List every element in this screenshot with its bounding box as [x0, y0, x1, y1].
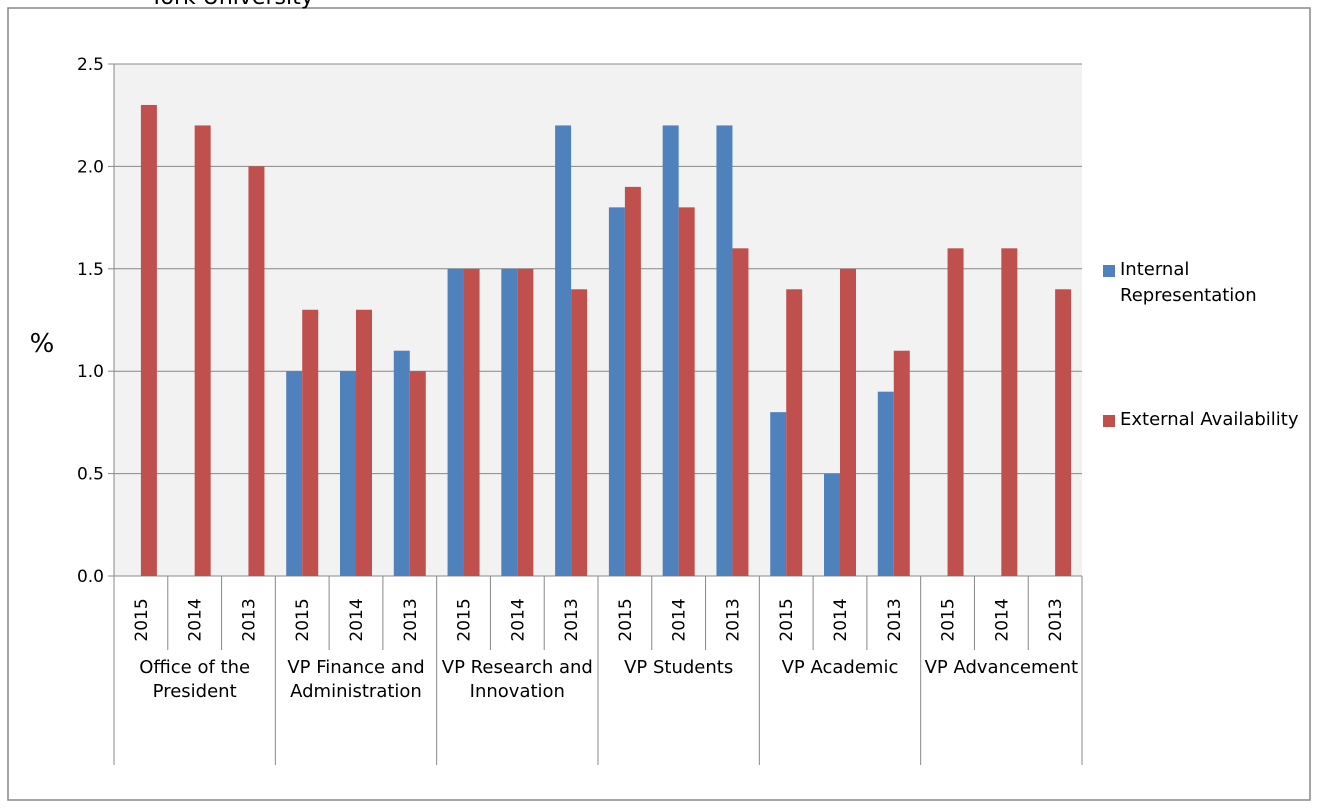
legend-label: Internal Representation — [1120, 259, 1257, 306]
y-tick-label: 1.0 — [77, 362, 104, 382]
bar — [571, 289, 588, 576]
x-tick-label: 2014 — [831, 598, 851, 641]
legend-swatch — [1103, 415, 1115, 427]
x-tick-label: 2015 — [455, 598, 475, 641]
group-label: VP Finance and Administration — [287, 657, 425, 702]
bar — [770, 412, 787, 576]
x-tick-label: 2014 — [186, 598, 206, 641]
group-label: VP Academic — [781, 657, 899, 678]
y-axis-label: % — [30, 329, 55, 359]
x-tick-label: 2015 — [616, 598, 636, 641]
x-tick-label: 2013 — [401, 598, 421, 641]
bar — [286, 371, 303, 576]
x-tick-label: 2013 — [1046, 598, 1066, 641]
bar — [340, 371, 356, 576]
x-tick-label: 2013 — [562, 598, 582, 641]
bar — [463, 268, 480, 576]
bar — [194, 125, 211, 576]
x-tick-label: 2014 — [992, 598, 1012, 641]
plot-area — [114, 64, 1082, 576]
x-tick-label: 2014 — [508, 598, 528, 641]
group-label: Office of the President — [139, 657, 251, 702]
bar — [877, 391, 894, 576]
y-tick-label: 0.5 — [77, 465, 104, 485]
legend-swatch — [1103, 265, 1115, 277]
x-tick-label: 2015 — [293, 598, 313, 641]
bar — [393, 350, 410, 576]
group-label: VP Students — [624, 657, 734, 678]
bar — [624, 186, 641, 576]
bar — [840, 268, 856, 576]
bar — [947, 248, 964, 576]
bar — [786, 289, 803, 576]
bar — [140, 104, 157, 577]
bar — [824, 473, 840, 576]
y-tick-label: 2.0 — [77, 157, 104, 177]
bar — [608, 207, 625, 577]
bar — [893, 350, 910, 576]
y-tick-label: 0.0 — [77, 567, 104, 587]
x-tick-label: 2013 — [885, 598, 905, 641]
group-label: VP Research and Innovation — [441, 657, 593, 702]
bar — [678, 207, 695, 577]
bar — [517, 268, 534, 576]
group-label: VP Advancement — [924, 657, 1079, 678]
bar — [716, 125, 733, 576]
legend-label: External Availability — [1120, 409, 1299, 430]
x-tick-label: 2014 — [347, 598, 367, 641]
bar — [732, 248, 749, 576]
bar — [555, 125, 572, 576]
bar — [1001, 248, 1018, 576]
bar — [1055, 289, 1072, 576]
x-tick-label: 2013 — [239, 598, 259, 641]
bar — [302, 309, 319, 576]
x-tick-label: 2015 — [132, 598, 152, 641]
chart-frame — [7, 7, 1311, 801]
bar — [356, 309, 372, 576]
bar — [447, 268, 464, 576]
x-tick-label: 2015 — [939, 598, 959, 641]
bar — [409, 371, 426, 576]
x-tick-label: 2015 — [777, 598, 797, 641]
x-tick-label: 2013 — [723, 598, 743, 641]
y-tick-label: 2.5 — [77, 55, 104, 75]
y-tick-label: 1.5 — [77, 260, 104, 280]
chart-title: York University — [149, 0, 314, 10]
bar — [501, 268, 518, 576]
x-tick-label: 2014 — [670, 598, 690, 641]
bar — [248, 166, 265, 576]
bar — [662, 125, 679, 576]
